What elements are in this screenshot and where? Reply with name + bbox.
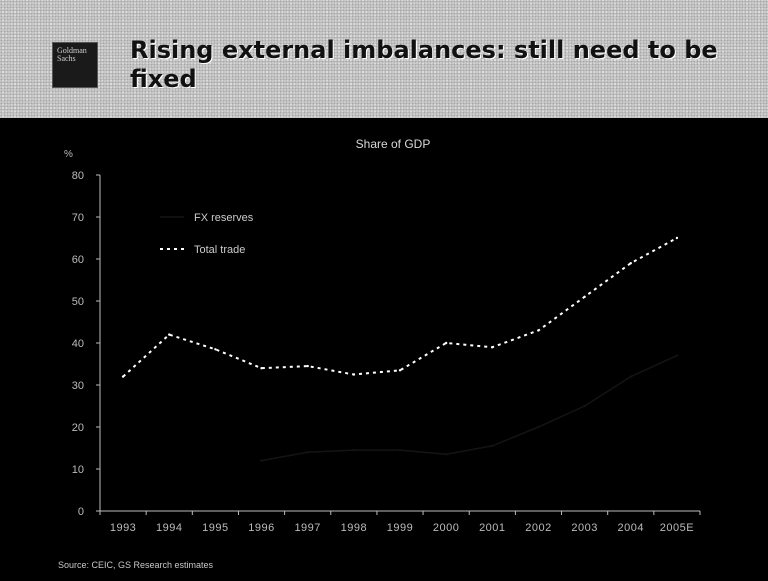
data-point [583,404,586,408]
y-tick-label: 40 [72,338,84,350]
x-tick-label: 1999 [387,522,413,534]
y-tick-label: 50 [72,296,84,308]
x-tick-label: 1994 [156,522,182,534]
x-tick-label: 2001 [479,522,505,534]
data-point [168,333,171,336]
x-tick-label: 2003 [571,522,597,534]
slide-title: Rising external imbalances: still need t… [130,36,718,93]
line-chart: Share of GDP % 0 10 20 30 40 50 60 70 80 1993 1994… [64,137,701,534]
x-tick-label: 2005E [660,522,694,534]
chart-title: Share of GDP [356,137,431,151]
legend-label: FX reserves [194,212,254,224]
x-tick-label: 1993 [110,522,136,534]
logo-line-1: Goldman [57,46,87,55]
data-point [675,354,679,357]
data-point [491,346,494,349]
data-point [214,348,217,351]
legend: FX reserves Total trade [160,212,254,256]
data-point [260,367,263,370]
y-tick-label: 20 [72,422,84,434]
data-point [537,329,540,332]
goldman-sachs-logo: Goldman Sachs [52,42,98,88]
logo-line-2: Sachs [57,54,76,63]
series-line-fx-reserves [261,354,678,462]
data-point [398,369,402,372]
y-tick-label: 80 [72,170,84,182]
data-point [629,262,632,265]
data-point [629,375,632,378]
x-tick-label: 2002 [525,522,551,534]
x-tick-label: 2000 [433,522,459,534]
data-point [306,364,309,368]
data-point [491,444,494,448]
source-note: Source: CEIC, GS Research estimates [58,560,214,570]
data-point [444,341,448,345]
data-point [398,448,402,452]
y-tick-label: 0 [78,506,84,518]
legend-label: Total trade [194,244,245,256]
data-point [537,425,540,429]
x-tick-label: 1996 [248,522,274,534]
data-point [260,459,263,462]
y-tick-label: 60 [72,254,84,266]
data-point [583,295,586,298]
data-point [306,451,309,454]
data-point [352,448,356,452]
data-point [352,373,356,376]
plot-area: 0 10 20 30 40 50 60 70 80 1993 1994 1995 1996 1997 199… [72,170,701,534]
y-tick-label: 30 [72,380,84,392]
data-point [675,236,679,240]
x-tick-label: 2004 [618,522,644,534]
header-banner: Goldman Sachs Rising external imbalances… [0,0,768,118]
y-tick-label: 10 [72,464,84,476]
y-tick-label: 70 [72,212,84,224]
data-point [121,375,125,378]
x-tick-label: 1998 [341,522,367,534]
data-point [444,453,448,456]
x-tick-label: 1997 [294,522,320,534]
series-line-total-trade [122,237,678,378]
x-tick-label: 1995 [202,522,228,534]
y-axis-unit-label: % [64,149,73,160]
